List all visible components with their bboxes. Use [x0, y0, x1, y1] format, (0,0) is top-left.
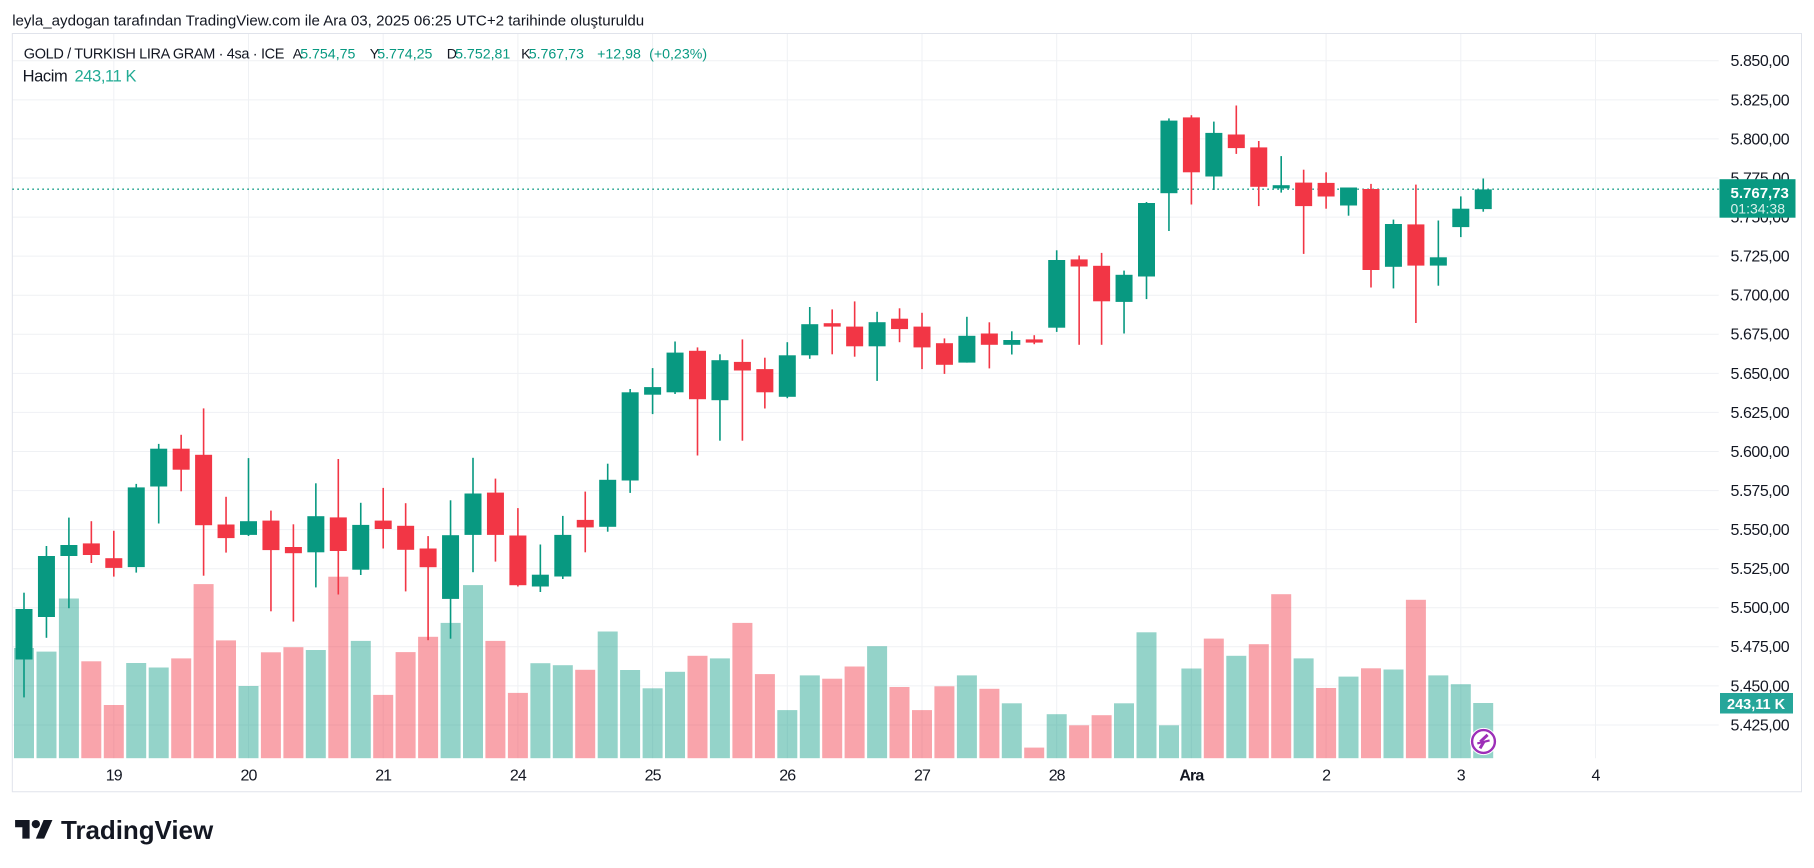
svg-text:26: 26	[779, 768, 796, 785]
svg-text:243,11 K: 243,11 K	[75, 68, 137, 86]
svg-text:Ara: Ara	[1179, 768, 1204, 785]
svg-text:5.525,00: 5.525,00	[1731, 561, 1790, 578]
svg-text:5.475,00: 5.475,00	[1731, 639, 1790, 656]
svg-text:5.625,00: 5.625,00	[1731, 405, 1790, 422]
svg-text:20: 20	[241, 768, 258, 785]
svg-text:5.450,00: 5.450,00	[1731, 678, 1790, 695]
svg-text:leyla_aydogan tarafından Tradi: leyla_aydogan tarafından TradingView.com…	[12, 12, 644, 29]
svg-text:5.767,73: 5.767,73	[1731, 185, 1789, 202]
svg-text:24: 24	[510, 768, 527, 785]
svg-text:2: 2	[1322, 768, 1331, 785]
svg-text:27: 27	[914, 768, 931, 785]
svg-text:25: 25	[645, 768, 662, 785]
svg-text:3: 3	[1457, 768, 1466, 785]
svg-text:5.550,00: 5.550,00	[1731, 522, 1790, 539]
svg-text:5.825,00: 5.825,00	[1731, 92, 1790, 109]
svg-text:5.650,00: 5.650,00	[1731, 366, 1790, 383]
svg-text:21: 21	[375, 768, 392, 785]
svg-text:Hacim: Hacim	[23, 68, 68, 86]
svg-text:5.575,00: 5.575,00	[1731, 483, 1790, 500]
svg-text:5.800,00: 5.800,00	[1731, 131, 1790, 148]
svg-text:28: 28	[1049, 768, 1066, 785]
svg-text:01:34:38: 01:34:38	[1731, 201, 1786, 217]
svg-text:GOLD / TURKISH LIRA GRAM · 4sa: GOLD / TURKISH LIRA GRAM · 4sa · ICE	[24, 47, 285, 63]
svg-text:5.600,00: 5.600,00	[1731, 444, 1790, 461]
svg-text:5.425,00: 5.425,00	[1731, 717, 1790, 734]
svg-text:19: 19	[106, 768, 123, 785]
svg-text:243,11 K: 243,11 K	[1727, 697, 1786, 713]
svg-text:5.500,00: 5.500,00	[1731, 600, 1790, 617]
svg-text:4: 4	[1592, 768, 1601, 785]
svg-text:5.725,00: 5.725,00	[1731, 249, 1790, 266]
svg-text:TradingView: TradingView	[61, 815, 214, 845]
svg-text:5.675,00: 5.675,00	[1731, 327, 1790, 344]
svg-text:5.700,00: 5.700,00	[1731, 288, 1790, 305]
svg-text:5.850,00: 5.850,00	[1731, 53, 1790, 70]
